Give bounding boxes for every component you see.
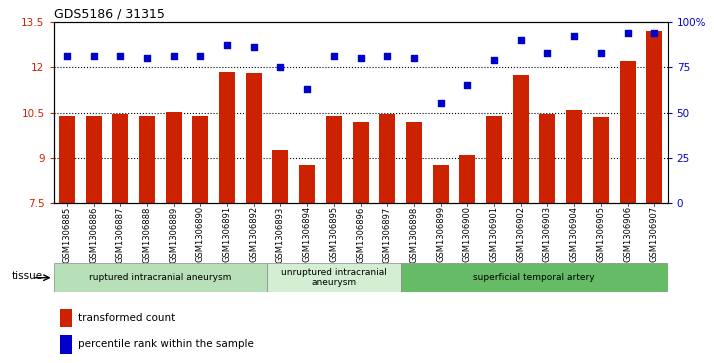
Text: percentile rank within the sample: percentile rank within the sample (78, 339, 254, 349)
FancyBboxPatch shape (267, 263, 401, 292)
Text: GSM1306893: GSM1306893 (276, 206, 285, 262)
FancyBboxPatch shape (54, 263, 267, 292)
Point (568, 33, 580, 39)
Bar (112, 114, 129, 203)
Point (408, 55, 420, 61)
Text: GSM1306888: GSM1306888 (143, 206, 151, 263)
Text: GSM1306900: GSM1306900 (463, 206, 472, 262)
Point (355, 55, 366, 61)
Text: unruptured intracranial
aneurysm: unruptured intracranial aneurysm (281, 268, 387, 287)
Bar (139, 115, 155, 203)
Text: GSM1306905: GSM1306905 (596, 206, 605, 262)
Text: GSM1306906: GSM1306906 (623, 206, 632, 262)
Bar (459, 155, 476, 203)
Point (168, 53, 179, 59)
Text: GSM1306904: GSM1306904 (570, 206, 578, 262)
Text: GSM1306889: GSM1306889 (169, 206, 178, 262)
Bar (299, 166, 315, 203)
Bar (620, 61, 635, 203)
Point (301, 86, 313, 92)
Bar (246, 73, 262, 203)
Bar (192, 115, 208, 203)
Bar (566, 110, 582, 203)
Text: GSM1306886: GSM1306886 (89, 206, 98, 263)
Bar (59, 115, 75, 203)
Point (488, 57, 500, 63)
Bar (486, 116, 502, 203)
Point (61, 53, 73, 59)
Bar (86, 115, 101, 203)
Text: ruptured intracranial aneurysm: ruptured intracranial aneurysm (89, 273, 231, 282)
Text: GSM1306894: GSM1306894 (303, 206, 312, 262)
Point (221, 42, 233, 48)
Bar (513, 75, 529, 203)
Text: GSM1306907: GSM1306907 (650, 206, 659, 262)
Point (195, 53, 206, 59)
Point (275, 64, 286, 70)
Bar (433, 166, 448, 203)
Bar (379, 114, 396, 203)
Bar (273, 150, 288, 203)
Text: transformed count: transformed count (78, 313, 176, 323)
Text: GSM1306891: GSM1306891 (223, 206, 231, 262)
Bar (593, 117, 609, 203)
Bar (646, 31, 663, 203)
Point (248, 44, 259, 50)
Bar (326, 115, 342, 203)
Point (328, 53, 340, 59)
Bar (60, 335, 72, 354)
Bar (406, 122, 422, 203)
Bar (219, 72, 235, 203)
Text: superficial temporal artery: superficial temporal artery (473, 273, 595, 282)
Point (595, 50, 607, 56)
Point (542, 50, 553, 56)
Text: GDS5186 / 31315: GDS5186 / 31315 (54, 8, 164, 21)
Point (381, 53, 393, 59)
Point (622, 30, 633, 36)
Text: GSM1306898: GSM1306898 (409, 206, 418, 262)
Point (435, 101, 446, 106)
Text: GSM1306890: GSM1306890 (196, 206, 205, 262)
FancyBboxPatch shape (401, 263, 668, 292)
Point (462, 82, 473, 88)
Bar (166, 112, 181, 203)
Text: GSM1306896: GSM1306896 (356, 206, 365, 262)
Point (114, 53, 126, 59)
Text: GSM1306897: GSM1306897 (383, 206, 392, 262)
Text: GSM1306887: GSM1306887 (116, 206, 125, 263)
Point (515, 37, 526, 43)
Point (88, 53, 99, 59)
Text: GSM1306902: GSM1306902 (516, 206, 526, 262)
Text: GSM1306903: GSM1306903 (543, 206, 552, 262)
Text: GSM1306895: GSM1306895 (329, 206, 338, 262)
Text: GSM1306885: GSM1306885 (62, 206, 71, 262)
Text: tissue: tissue (11, 271, 43, 281)
Bar (540, 114, 555, 203)
Text: GSM1306899: GSM1306899 (436, 206, 445, 262)
Text: GSM1306901: GSM1306901 (490, 206, 498, 262)
Text: GSM1306892: GSM1306892 (249, 206, 258, 262)
Bar (353, 122, 368, 203)
Bar (60, 309, 72, 327)
Point (141, 55, 153, 61)
Point (648, 30, 660, 36)
